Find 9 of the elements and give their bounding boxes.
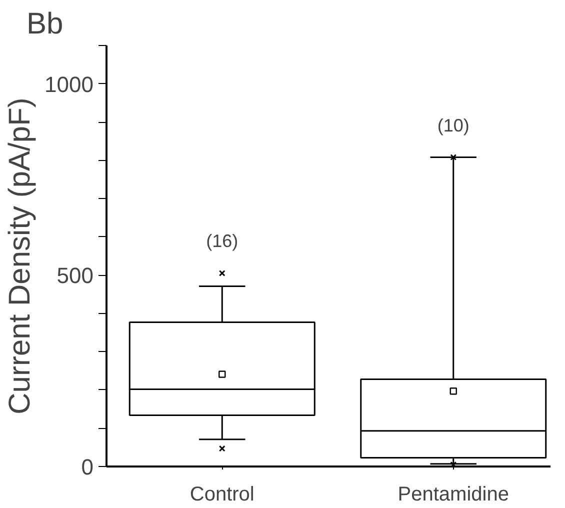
- y-axis-title: Current Density (pA/pF): [4, 98, 37, 414]
- x-tick-label: Control: [190, 484, 254, 506]
- x-tick-label: Pentamidine: [398, 484, 509, 506]
- y-tick-label: 500: [56, 263, 94, 288]
- chart-title: Bb: [26, 8, 64, 40]
- y-tick-label: 1000: [44, 72, 94, 97]
- annotation: (10): [437, 115, 470, 136]
- annotation: (16): [206, 231, 238, 252]
- y-tick-label: 0: [81, 454, 94, 480]
